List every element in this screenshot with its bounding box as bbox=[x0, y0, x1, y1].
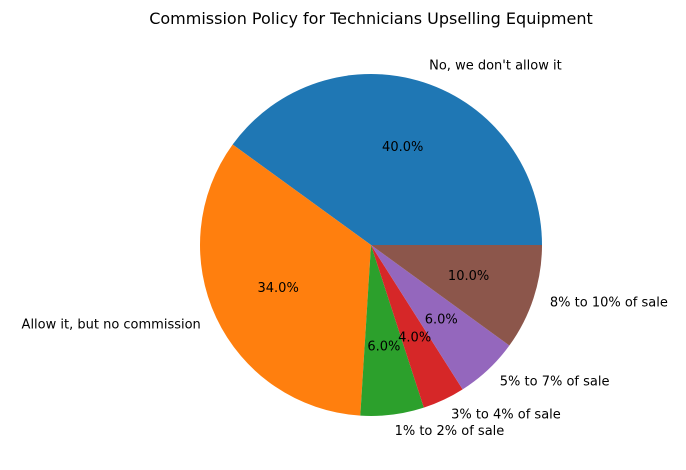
slice-label: No, we don't allow it bbox=[429, 59, 562, 74]
pie-slice bbox=[371, 245, 510, 390]
slice-label: 5% to 7% of sale bbox=[500, 375, 610, 390]
slice-percent-label: 34.0% bbox=[258, 281, 299, 296]
slice-percent-label: 4.0% bbox=[398, 330, 431, 345]
pie-slices bbox=[200, 74, 542, 416]
slice-percent-label: 40.0% bbox=[382, 140, 423, 155]
pie-slice bbox=[371, 245, 463, 408]
pie-labels: No, we don't allow it 40.0% Allow it, but … bbox=[22, 59, 668, 440]
slice-percent-label: 6.0% bbox=[425, 312, 458, 327]
pie-slice bbox=[200, 144, 371, 416]
slice-label: 8% to 10% of sale bbox=[550, 296, 668, 311]
slice-percent-label: 6.0% bbox=[367, 339, 400, 354]
slice-percent-label: 10.0% bbox=[448, 269, 489, 284]
chart-title: Commission Policy for Technicians Upsell… bbox=[149, 9, 593, 28]
pie-slice bbox=[371, 245, 542, 346]
slice-label: 1% to 2% of sale bbox=[395, 424, 505, 439]
slice-label: Allow it, but no commission bbox=[22, 318, 201, 333]
slice-label: 3% to 4% of sale bbox=[451, 408, 561, 423]
pie-slice bbox=[360, 245, 424, 416]
pie-slice bbox=[232, 74, 542, 245]
